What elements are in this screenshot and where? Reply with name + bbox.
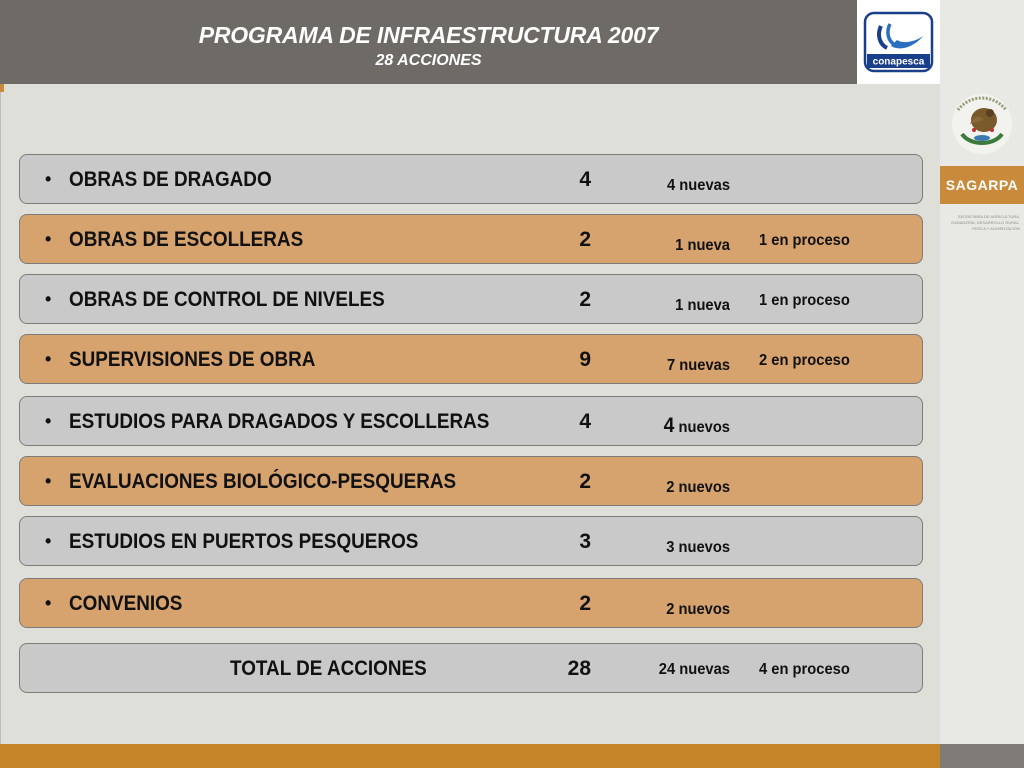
item-count: 3 bbox=[579, 530, 591, 553]
item-label: CONVENIOS bbox=[69, 592, 183, 615]
bullet: • bbox=[45, 169, 52, 189]
item-detail-new: 3 nuevos bbox=[610, 534, 730, 558]
bullet: • bbox=[45, 289, 52, 309]
item-detail-in-progress: 2 en proceso bbox=[759, 352, 850, 369]
sagarpa-description: SECRETARÍA DE AGRICULTURA, GANADERÍA, DE… bbox=[951, 214, 1020, 231]
item-label: ESTUDIOS EN PUERTOS PESQUEROS bbox=[69, 530, 419, 553]
item-detail-new: 7 nuevas bbox=[610, 352, 730, 376]
item-detail-new-text: 4 nuevas bbox=[666, 177, 730, 194]
item-count: 2 bbox=[579, 592, 591, 615]
item-label: OBRAS DE ESCOLLERAS bbox=[69, 228, 304, 251]
item-count: 2 bbox=[579, 228, 591, 251]
bullet: • bbox=[45, 411, 52, 431]
item-detail-new: 2 nuevos bbox=[610, 596, 730, 620]
footer-bar bbox=[0, 744, 940, 768]
bullet: • bbox=[45, 229, 52, 249]
mexican-coat-of-arms-icon bbox=[952, 94, 1012, 154]
conapesca-logo: conapesca bbox=[857, 0, 940, 84]
list-item: • ESTUDIOS EN PUERTOS PESQUEROS 3 3 nuev… bbox=[19, 516, 923, 566]
left-border bbox=[0, 92, 1, 744]
bullet: • bbox=[45, 531, 52, 551]
item-label: SUPERVISIONES DE OBRA bbox=[69, 348, 316, 371]
item-detail-new: 1 nueva bbox=[610, 292, 730, 316]
item-detail-in-progress: 1 en proceso bbox=[759, 232, 850, 249]
item-detail-new: 1 nueva bbox=[610, 232, 730, 256]
conapesca-logo-text: conapesca bbox=[873, 57, 925, 68]
slide-title: PROGRAMA DE INFRAESTRUCTURA 2007 bbox=[198, 22, 659, 48]
bullet: • bbox=[45, 471, 52, 491]
item-detail-new-text: 3 nuevos bbox=[666, 539, 730, 556]
item-detail-new: 2 nuevos bbox=[610, 474, 730, 498]
bullet: • bbox=[45, 349, 52, 369]
conapesca-logo-icon: conapesca bbox=[863, 11, 934, 73]
item-label: EVALUACIONES BIOLÓGICO-PESQUERAS bbox=[69, 470, 457, 493]
total-detail-new: 24 nuevas bbox=[658, 661, 730, 678]
list-item: • CONVENIOS 2 2 nuevos bbox=[19, 578, 923, 628]
item-count: 4 bbox=[579, 168, 591, 191]
total-label: TOTAL DE ACCIONES bbox=[230, 657, 427, 680]
item-detail-new-text: 7 nuevas bbox=[666, 357, 730, 374]
list-item: • OBRAS DE ESCOLLERAS 2 1 nueva 1 en pro… bbox=[19, 214, 923, 264]
list-item: • ESTUDIOS PARA DRAGADOS Y ESCOLLERAS 4 … bbox=[19, 396, 923, 446]
item-label: ESTUDIOS PARA DRAGADOS Y ESCOLLERAS bbox=[69, 410, 490, 433]
item-detail-new-text: 1 nueva bbox=[675, 237, 730, 254]
footer-corner bbox=[940, 744, 1024, 768]
total-count: 28 bbox=[567, 657, 591, 680]
item-detail-new: 4 nuevas bbox=[610, 172, 730, 196]
slide-subtitle: 28 ACCIONES bbox=[375, 52, 482, 69]
list-item: • OBRAS DE CONTROL DE NIVELES 2 1 nueva … bbox=[19, 274, 923, 324]
total-detail-in-progress: 4 en proceso bbox=[759, 661, 850, 678]
total-row: TOTAL DE ACCIONES 28 24 nuevas 4 en proc… bbox=[19, 643, 923, 693]
item-detail-new-text: 2 nuevos bbox=[666, 479, 730, 496]
item-detail-new: 4 nuevos bbox=[610, 414, 730, 438]
list-item: • SUPERVISIONES DE OBRA 9 7 nuevas 2 en … bbox=[19, 334, 923, 384]
list-item: • OBRAS DE DRAGADO 4 4 nuevas bbox=[19, 154, 923, 204]
list-item: • EVALUACIONES BIOLÓGICO-PESQUERAS 2 2 n… bbox=[19, 456, 923, 506]
sagarpa-logo: SAGARPA bbox=[940, 166, 1024, 204]
item-detail-new-text: 1 nueva bbox=[675, 297, 730, 314]
item-count: 2 bbox=[579, 470, 591, 493]
item-label: OBRAS DE DRAGADO bbox=[69, 168, 272, 191]
item-count: 4 bbox=[579, 410, 591, 433]
item-detail-in-progress: 1 en proceso bbox=[759, 292, 850, 309]
item-label: OBRAS DE CONTROL DE NIVELES bbox=[69, 288, 385, 311]
item-detail-new-text: 2 nuevos bbox=[666, 601, 730, 618]
item-count: 9 bbox=[579, 348, 591, 371]
item-detail-new-number: 4 bbox=[663, 414, 675, 437]
item-detail-new-text: nuevos bbox=[674, 419, 730, 436]
slide-header: PROGRAMA DE INFRAESTRUCTURA 2007 28 ACCI… bbox=[0, 0, 857, 84]
item-count: 2 bbox=[579, 288, 591, 311]
bullet: • bbox=[45, 593, 52, 613]
